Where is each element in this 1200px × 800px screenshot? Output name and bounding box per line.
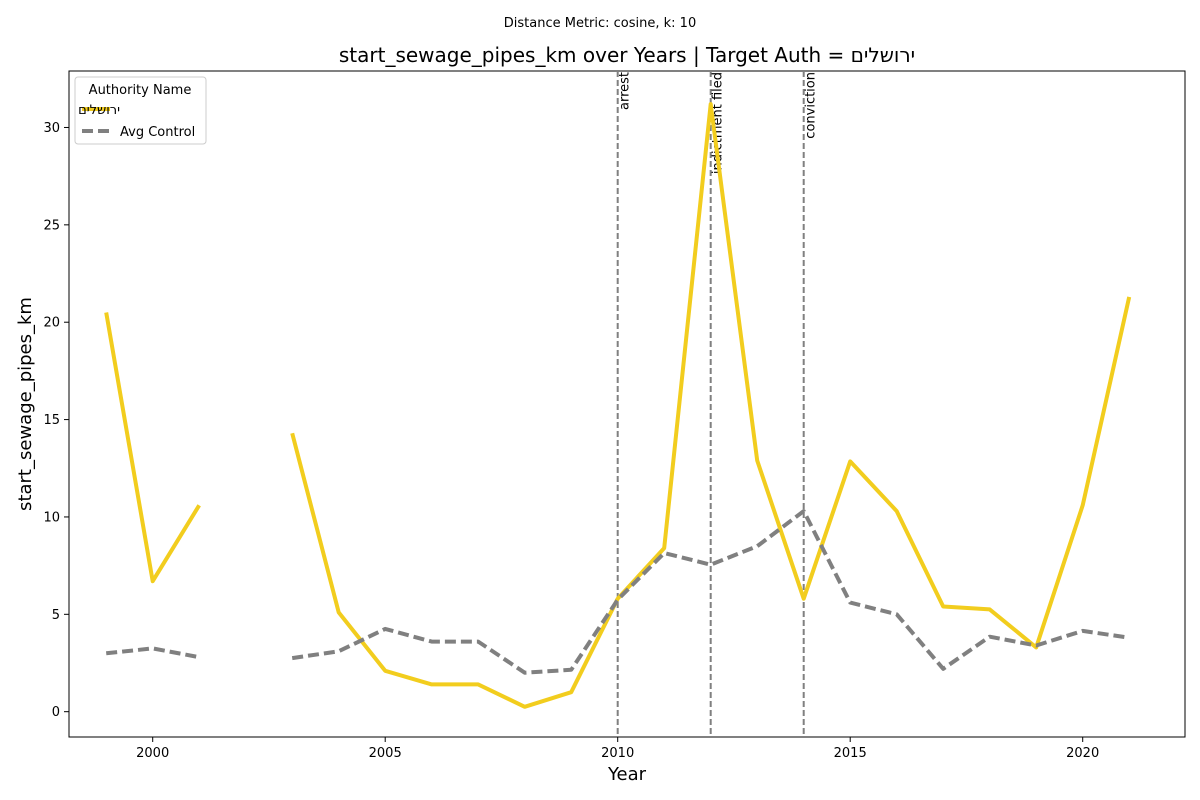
x-axis-label: Year bbox=[607, 764, 647, 785]
event-label: conviction bbox=[804, 72, 819, 139]
axes: 2000 2005 2010 2015 2020 0 5 10 15 20 25 30 bbox=[43, 121, 1099, 761]
y-tick-label: 25 bbox=[43, 218, 60, 233]
y-axis-label: start_sewage_pipes_km bbox=[15, 297, 36, 511]
y-tick-label: 0 bbox=[52, 705, 60, 720]
control-series-line bbox=[105, 646, 200, 660]
target-series-line bbox=[290, 102, 1132, 709]
y-tick-label: 5 bbox=[52, 608, 60, 623]
legend: Authority Name ירושלים Avg Control bbox=[74, 76, 207, 145]
x-tick-label: 2000 bbox=[136, 746, 169, 761]
target-series-line bbox=[104, 312, 201, 584]
event-label: arrest bbox=[618, 72, 633, 110]
chart-title: start_sewage_pipes_km over Years | Targe… bbox=[339, 43, 915, 67]
plot-area bbox=[68, 70, 1186, 738]
y-tick-label: 10 bbox=[43, 510, 60, 525]
y-tick-label: 20 bbox=[43, 316, 60, 331]
chart-subtitle: Distance Metric: cosine, k: 10 bbox=[504, 16, 696, 31]
y-tick-label: 30 bbox=[43, 121, 60, 136]
x-tick-label: 2020 bbox=[1066, 746, 1099, 761]
y-axis-ticks: 0 5 10 15 20 25 30 bbox=[43, 121, 69, 720]
y-tick-label: 15 bbox=[43, 413, 60, 428]
legend-entry-control: Avg Control bbox=[120, 125, 195, 140]
x-axis-ticks: 2000 2005 2010 2015 2020 bbox=[136, 737, 1099, 761]
x-tick-label: 2010 bbox=[601, 746, 634, 761]
x-tick-label: 2015 bbox=[834, 746, 867, 761]
event-markers: arrest indictment filed conviction bbox=[616, 71, 819, 737]
legend-entry-target: ירושלים bbox=[78, 103, 120, 118]
legend-box bbox=[74, 76, 207, 145]
series-lines bbox=[104, 102, 1132, 709]
control-series-line bbox=[291, 509, 1130, 675]
event-label: indictment filed bbox=[711, 72, 726, 174]
x-tick-label: 2005 bbox=[369, 746, 402, 761]
legend-title: Authority Name bbox=[89, 83, 192, 98]
